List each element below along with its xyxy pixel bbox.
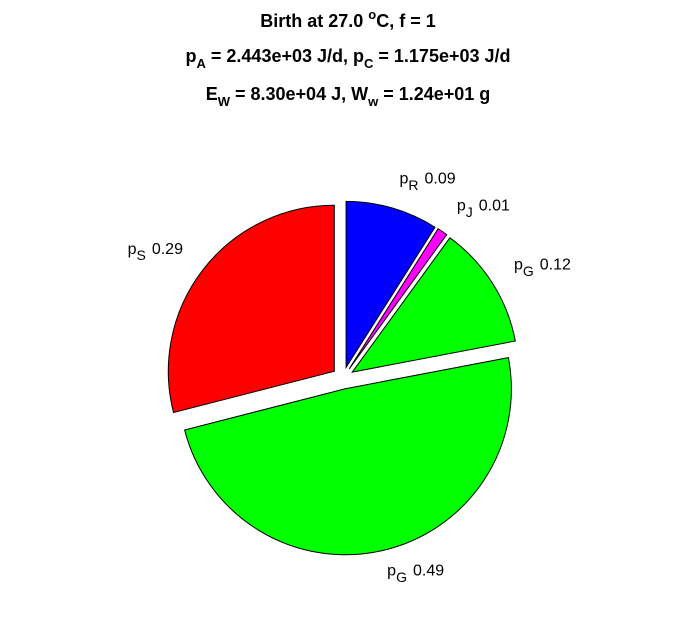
script-text: w: [367, 94, 379, 109]
chart-title: Birth at 27.0 oC, f = 1: [260, 7, 436, 31]
text-run: p: [387, 563, 396, 580]
text-run: p: [128, 241, 137, 258]
chart-title: EW = 8.30e+04 J, Ww = 1.24e+01 g: [206, 84, 491, 109]
script-text: C: [364, 56, 374, 71]
slice-value: 0.09: [425, 171, 456, 188]
script-text: S: [136, 247, 145, 263]
text-run: = 8.30e+04 J, W: [230, 84, 368, 104]
script-text: A: [197, 56, 207, 71]
script-text: o: [368, 7, 376, 22]
text-run: p: [400, 171, 409, 188]
text-run: = 1.175e+03 J/d: [373, 46, 510, 66]
script-text: G: [523, 263, 534, 279]
script-text: R: [408, 177, 418, 193]
pie-slice: [167, 204, 335, 414]
slice-label: pS 0.29: [128, 241, 183, 263]
slice-value: 0.01: [479, 197, 510, 214]
text-run: p: [514, 256, 523, 273]
slice-label: pG 0.49: [387, 563, 444, 585]
pie-slice: [348, 228, 448, 370]
chart-title: pA = 2.443e+03 J/d, pC = 1.175e+03 J/d: [186, 46, 511, 71]
script-text: W: [218, 94, 231, 109]
script-text: J: [466, 204, 473, 220]
slice-label: pJ 0.01: [457, 197, 510, 219]
pie-slice: [184, 357, 512, 556]
text-run: Birth at 27.0: [260, 11, 368, 31]
pie-slice: [345, 200, 436, 370]
slice-value: 0.49: [413, 563, 444, 580]
text-run: p: [186, 46, 197, 66]
slice-label: pG 0.12: [514, 256, 571, 278]
slice-label: pR 0.09: [400, 171, 456, 193]
text-run: = 1.24e+01 g: [378, 84, 490, 104]
text-run: = 2.443e+03 J/d, p: [206, 46, 364, 66]
slice-value: 0.29: [152, 241, 183, 258]
slice-value: 0.12: [540, 256, 571, 273]
text-run: E: [206, 84, 218, 104]
pie-slice: [351, 237, 516, 373]
text-run: p: [457, 197, 466, 214]
text-run: C, f = 1: [376, 11, 436, 31]
script-text: G: [396, 569, 407, 585]
